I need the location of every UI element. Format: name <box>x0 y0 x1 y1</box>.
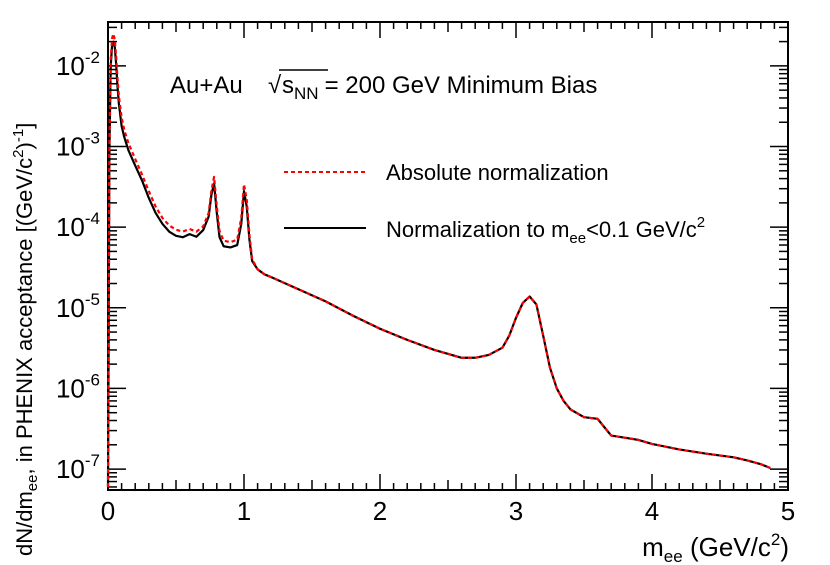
y-tick-label-base: 10 <box>56 51 85 81</box>
y-tick-label-base: 10 <box>56 212 85 242</box>
legend-label-normalization-main: Normalization to m <box>386 217 569 242</box>
y-tick-label-exponent: -2 <box>85 48 100 67</box>
y-axis-label-middle: , in PHENIX acceptance [(GeV/c <box>12 158 37 475</box>
x-tick-label: 5 <box>781 496 795 526</box>
y-axis-label-close2: ] <box>12 123 37 129</box>
y-axis-label-prefix: dN/dm <box>12 491 37 556</box>
y-axis-label-sup1: 2 <box>10 149 27 157</box>
x-axis-label-sup: 2 <box>771 530 780 549</box>
y-axis-label-sub: ee <box>24 475 41 492</box>
x-tick-label: 0 <box>101 496 115 526</box>
series-normalization-mee-line <box>106 40 771 487</box>
y-tick-label-exponent: -3 <box>85 129 100 148</box>
x-axis-label: mee (GeV/c2) <box>642 530 789 565</box>
series-absolute-normalization-line <box>106 32 771 487</box>
y-axis-label: dN/dmee, in PHENIX acceptance [(GeV/c2)-… <box>10 123 41 556</box>
y-tick-label: 10-2 <box>56 48 100 81</box>
annotation-s-subscript: NN <box>294 84 319 103</box>
annotation-energy: sNN = 200 GeV Minimum Bias <box>282 72 597 103</box>
legend-label-normalization-sub: ee <box>569 230 586 247</box>
y-axis-label-close1: ) <box>12 142 37 149</box>
y-tick-label-base: 10 <box>56 454 85 484</box>
y-tick-label-exponent: -4 <box>85 209 100 228</box>
axis-tick-labels: 0 1 2 3 4 510-710-610-510-410-310-2 <box>56 48 795 526</box>
x-tick-label: 2 <box>373 496 387 526</box>
y-tick-label: 10-6 <box>56 370 100 403</box>
x-tick-label: 3 <box>509 496 523 526</box>
x-axis-label-main: m <box>642 532 664 562</box>
legend-label-absolute: Absolute normalization <box>386 160 609 185</box>
y-tick-label-base: 10 <box>56 293 85 323</box>
x-tick-label: 4 <box>645 496 659 526</box>
y-tick-label: 10-7 <box>56 451 100 484</box>
annotation-sqrt: √ <box>268 72 282 99</box>
y-tick-label: 10-4 <box>56 209 100 242</box>
y-tick-label: 10-3 <box>56 129 100 162</box>
annotation-text: Au+Au <box>170 72 243 99</box>
annotation-rest: = 200 GeV Minimum Bias <box>325 72 598 99</box>
y-tick-label-exponent: -5 <box>85 290 100 309</box>
series-group <box>106 32 771 487</box>
y-tick-label-base: 10 <box>56 373 85 403</box>
legend: Absolute normalization Normalization to … <box>284 160 705 247</box>
legend-label-normalization-sup: 2 <box>697 214 705 231</box>
legend-label-normalization-rest: <0.1 GeV/c <box>586 217 697 242</box>
x-tick-label: 1 <box>237 496 251 526</box>
x-axis-label-sub: ee <box>664 547 683 565</box>
y-tick-label: 10-5 <box>56 290 100 323</box>
annotation-s: s <box>282 72 294 99</box>
y-axis-label-sup2: -1 <box>10 129 27 142</box>
x-axis-label-close: ) <box>780 532 789 562</box>
y-tick-label-exponent: -6 <box>85 370 100 389</box>
x-axis-label-unit: (GeV/c <box>683 532 771 562</box>
legend-label-normalization: Normalization to mee<0.1 GeV/c2 <box>386 214 705 247</box>
y-tick-label-exponent: -7 <box>85 451 100 470</box>
y-tick-label-base: 10 <box>56 132 85 162</box>
annotation-system: Au+Au <box>170 72 243 99</box>
